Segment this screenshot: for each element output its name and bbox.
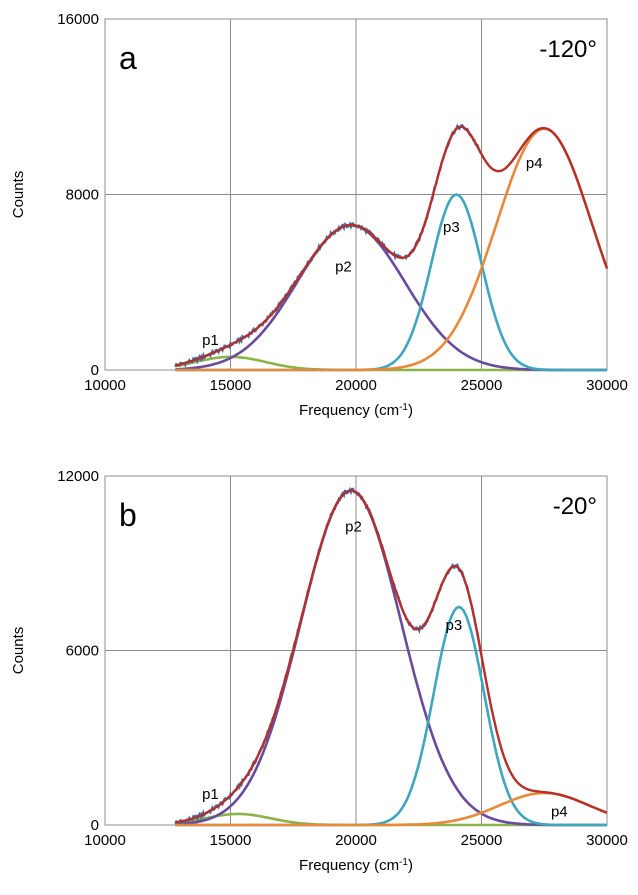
x-axis-title: Frequency (cm-1): [299, 402, 413, 420]
y-tick-label: 16000: [57, 11, 99, 28]
x-tick-label: 30000: [586, 377, 628, 394]
y-tick-label: 12000: [57, 468, 99, 485]
angle-annotation: -120°: [539, 36, 597, 63]
series-p4-line: [175, 127, 609, 372]
y-axis-title: Counts: [10, 627, 27, 675]
series-fit-line: [175, 125, 609, 367]
x-tick-label: 15000: [210, 832, 252, 849]
y-axis-title: Counts: [10, 171, 27, 219]
x-tick-label: 10000: [84, 377, 126, 394]
series-fit-line: [175, 489, 608, 824]
x-tick-label: 25000: [461, 377, 503, 394]
x-tick-label: 20000: [335, 832, 377, 849]
x-tick-label: 15000: [210, 377, 252, 394]
peak-label-p1: p1: [202, 332, 219, 349]
y-tick-label: 8000: [66, 187, 99, 204]
y-tick-label: 0: [91, 362, 99, 379]
x-axis-title-close: ): [408, 857, 413, 874]
panel-label: b: [119, 497, 137, 533]
x-axis-title-superscript: -1: [399, 402, 408, 413]
chart-panel-a: 10000 15000 20000 25000 30000 0 8000 16000 Frequ…: [10, 11, 628, 419]
series-p2-line: [175, 489, 607, 827]
peak-label-p3: p3: [443, 219, 460, 236]
x-axis-title-text: Frequency (cm: [299, 402, 399, 419]
series-p2-line: [175, 223, 607, 372]
x-axis-title-superscript: -1: [399, 857, 408, 868]
peak-label-p2: p2: [345, 518, 362, 535]
x-tick-label: 10000: [84, 832, 126, 849]
x-tick-label: 30000: [586, 832, 628, 849]
y-tick-label: 0: [91, 817, 99, 834]
peak-label-p1: p1: [202, 786, 219, 803]
x-axis-title-close: ): [408, 402, 413, 419]
chart-panel-b: 10000 15000 20000 25000 30000 0 6000 12000 Frequ…: [10, 468, 628, 874]
series-p4-line: [175, 791, 608, 827]
peak-label-p2: p2: [335, 258, 352, 275]
series-data-line: [174, 486, 483, 826]
x-axis-title: Frequency (cm-1): [299, 857, 413, 875]
x-axis-title-text: Frequency (cm: [299, 857, 399, 874]
peak-label-p3: p3: [446, 617, 463, 634]
peak-label-p4: p4: [551, 803, 568, 820]
series-p3-line: [175, 193, 607, 372]
x-tick-label: 20000: [335, 377, 377, 394]
y-tick-label: 6000: [66, 643, 99, 660]
angle-annotation: -20°: [553, 493, 597, 520]
peak-label-p4: p4: [526, 155, 543, 172]
panel-label: a: [119, 40, 137, 76]
x-tick-label: 25000: [461, 832, 503, 849]
